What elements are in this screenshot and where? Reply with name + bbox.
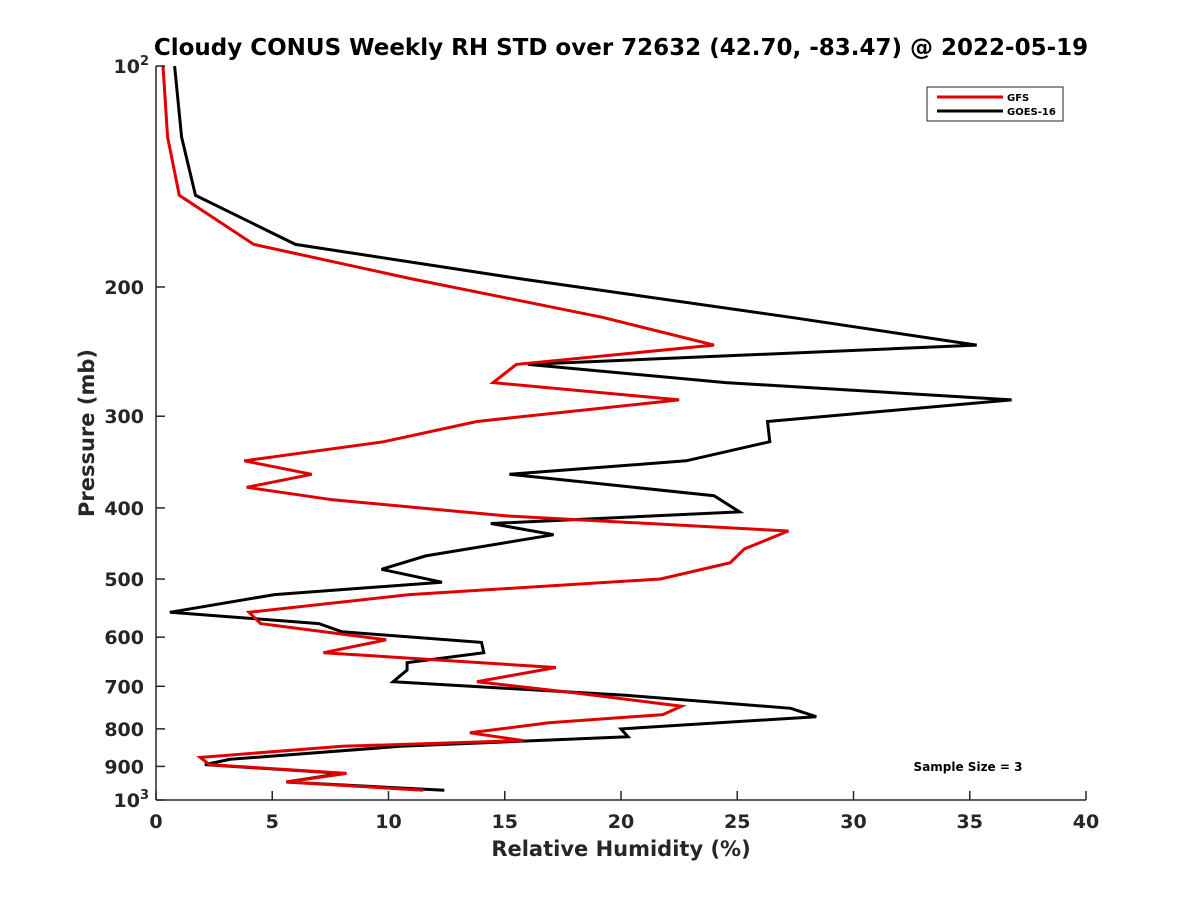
x-tick-label: 30 [840, 811, 866, 833]
x-tick-label: 25 [724, 811, 750, 833]
series-line-gfs [161, 65, 789, 792]
legend-box [926, 86, 1064, 122]
x-tick-label: 20 [608, 811, 634, 833]
y-tick-label: 10 [114, 790, 140, 812]
x-tick-label: 15 [492, 811, 518, 833]
x-tick-label: 0 [149, 811, 162, 833]
y-tick-label: 300 [104, 406, 144, 428]
x-ticks: 0 5 10 15 20 25 30 35 40 [149, 791, 1099, 833]
legend-label: GFS [1007, 93, 1029, 104]
series-lines [161, 65, 1012, 792]
y-tick-label: 10 [114, 56, 140, 78]
x-tick-label: 10 [375, 811, 401, 833]
y-tick-exponent: 2 [140, 54, 149, 69]
plot-area: 0 5 10 15 20 25 30 35 40 10 220030040050060070080… [104, 54, 1099, 833]
y-axis-label: Pressure (mb) [75, 349, 99, 517]
y-tick-label: 700 [104, 676, 144, 698]
x-tick-label: 35 [957, 811, 983, 833]
x-axis-label: Relative Humidity (%) [491, 837, 750, 861]
y-tick-label: 400 [104, 498, 144, 520]
y-tick-label: 600 [104, 627, 144, 649]
sample-size-annotation: Sample Size = 3 [914, 760, 1023, 774]
y-tick-label: 200 [104, 277, 144, 299]
y-tick-label: 500 [104, 569, 144, 591]
chart-title: Cloudy CONUS Weekly RH STD over 72632 (4… [154, 35, 1088, 61]
x-tick-label: 40 [1073, 811, 1099, 833]
legend: GFS GOES-16 [926, 86, 1064, 122]
legend-label: GOES-16 [1007, 107, 1056, 118]
series-line-goes-16 [169, 65, 1012, 792]
y-tick-label: 800 [104, 719, 144, 741]
y-tick-label: 900 [104, 756, 144, 778]
x-tick-label: 5 [266, 811, 279, 833]
y-tick-exponent: 3 [140, 788, 149, 803]
